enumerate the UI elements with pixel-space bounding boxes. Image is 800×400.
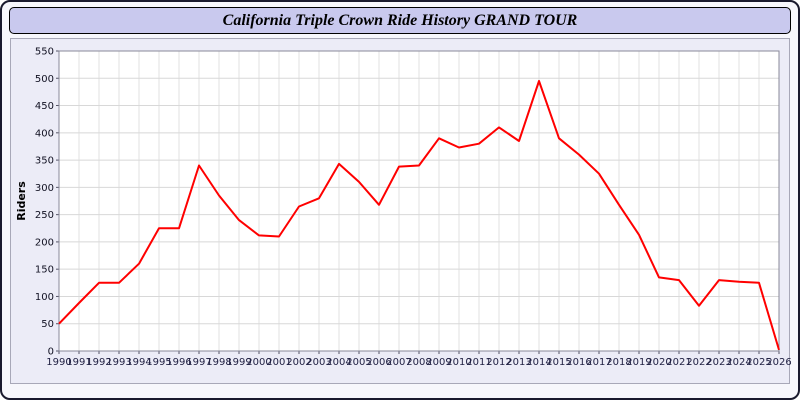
- plot-border: [58, 50, 780, 352]
- x-tick-label: 2018: [606, 357, 631, 368]
- x-tick-label: 2022: [686, 357, 711, 368]
- x-tick-label: 1994: [126, 357, 151, 368]
- y-tick-label: 500: [35, 74, 54, 85]
- x-tick-label: 2019: [626, 357, 651, 368]
- x-tick-label: 2004: [326, 357, 351, 368]
- x-tick-label: 2002: [286, 357, 311, 368]
- y-tick-label: 350: [35, 156, 54, 167]
- y-tick-label: 250: [35, 210, 54, 221]
- chart-panel: 1990 1991 1992 1993 1994 1995 1996 1997 1998 1999…: [10, 38, 791, 384]
- x-tick-label: 2011: [466, 357, 491, 368]
- x-tick-label: 2014: [526, 357, 551, 368]
- y-tick-label: 100: [35, 292, 54, 303]
- x-tick-label: 2003: [306, 357, 331, 368]
- y-tick-label: 50: [41, 319, 54, 330]
- y-tick-label: 450: [35, 101, 54, 112]
- x-tick-label: 1995: [146, 357, 171, 368]
- x-tick-label: 1991: [66, 357, 91, 368]
- x-tick-label: 2013: [506, 357, 531, 368]
- y-axis-title: Riders: [15, 181, 28, 221]
- chart-title-bar: California Triple Crown Ride History GRA…: [9, 7, 791, 34]
- x-tick-label: 1999: [226, 357, 251, 368]
- x-tick-label: 2015: [546, 357, 571, 368]
- x-tick-label: 2009: [426, 357, 451, 368]
- x-tick-label: 2023: [706, 357, 731, 368]
- x-tick-label: 2010: [446, 357, 471, 368]
- y-tick-label: 200: [35, 237, 54, 248]
- y-tick-label: 0: [48, 347, 54, 358]
- x-tick-label: 2006: [366, 357, 391, 368]
- y-tick-label: 300: [35, 183, 54, 194]
- x-tick-label: 2021: [666, 357, 691, 368]
- x-tick-label: 2025: [746, 357, 771, 368]
- line-chart: 1990199119921993199419951996199719981999…: [15, 47, 791, 369]
- x-tick-label: 2012: [486, 357, 511, 368]
- x-tick-label: 1990: [46, 357, 71, 368]
- x-tick-label: 2024: [726, 357, 751, 368]
- x-tick-label: 2001: [266, 357, 291, 368]
- x-tick-label: 2016: [566, 357, 591, 368]
- x-tick-label: 2008: [406, 357, 431, 368]
- x-tick-label: 2005: [346, 357, 371, 368]
- x-tick-label: 1992: [86, 357, 111, 368]
- y-tick-label: 550: [35, 47, 54, 58]
- series-line-riders: [58, 80, 780, 351]
- x-tick-label: 1998: [206, 357, 231, 368]
- x-tick-label: 2017: [586, 357, 611, 368]
- x-tick-label: 2026: [766, 357, 791, 368]
- y-tick-label: 150: [35, 265, 54, 276]
- chart-title: California Triple Crown Ride History GRA…: [222, 11, 578, 29]
- x-tick-label: 1996: [166, 357, 191, 368]
- x-tick-label: 1993: [106, 357, 131, 368]
- x-tick-label: 2000: [246, 357, 271, 368]
- x-tick-label: 2020: [646, 357, 671, 368]
- x-tick-label: 2007: [386, 357, 411, 368]
- x-tick-label: 1997: [186, 357, 211, 368]
- y-tick-label: 400: [35, 128, 54, 139]
